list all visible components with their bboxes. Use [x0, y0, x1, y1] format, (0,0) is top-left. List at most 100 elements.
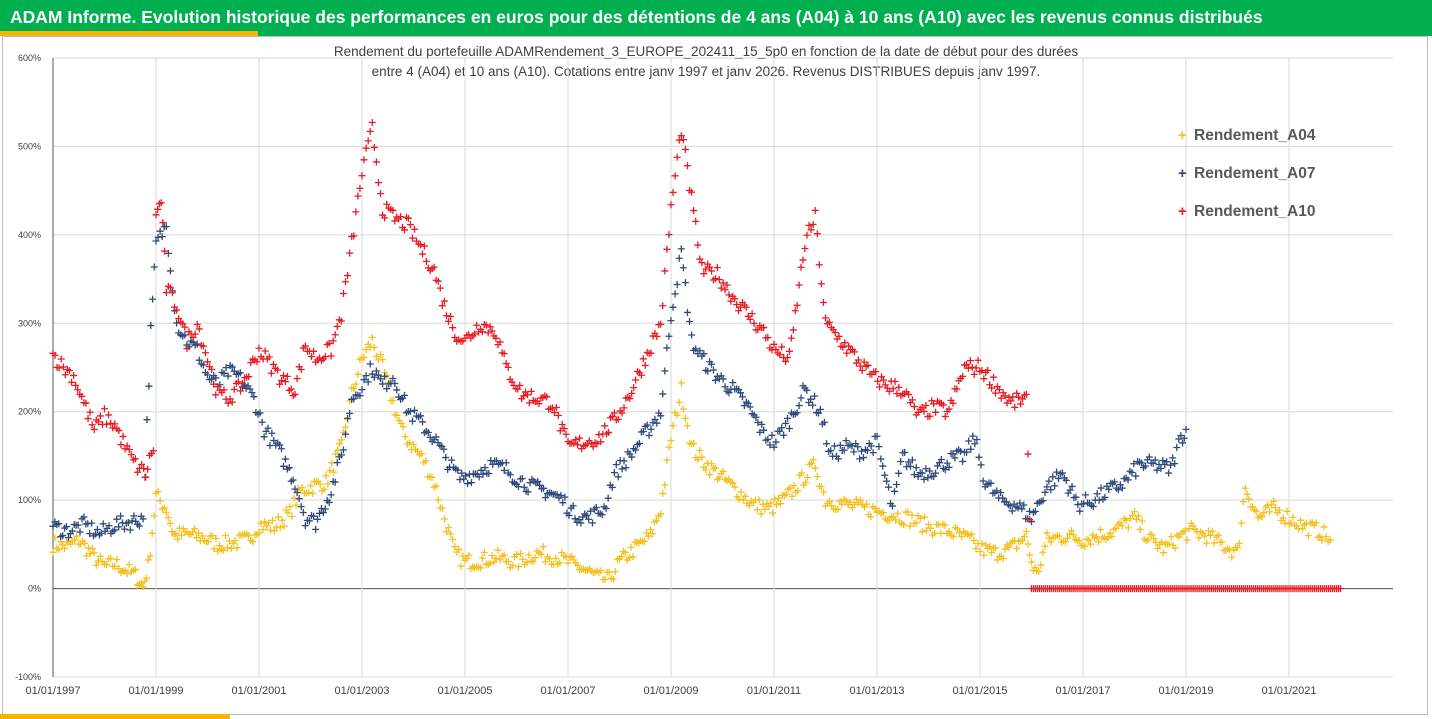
rendement-a04-point	[61, 544, 69, 552]
rendement-a10-point	[556, 427, 564, 435]
rendement-a10-point	[698, 259, 706, 267]
rendement-a04-point	[288, 513, 296, 521]
rendement-a07-point	[926, 467, 934, 475]
rendement-a04-point	[330, 468, 338, 476]
rendement-a07-point	[291, 485, 299, 493]
rendement-a04-point	[529, 558, 537, 566]
rendement-a10-point	[496, 338, 504, 346]
rendement-a04-point	[545, 555, 553, 563]
rendement-a10-point	[471, 330, 479, 338]
rendement-a07-point	[1179, 439, 1187, 447]
rendement-a07-point	[1093, 490, 1101, 498]
rendement-a07-point	[278, 445, 286, 453]
rendement-a10-point	[667, 201, 675, 209]
rendement-a07-point	[1180, 434, 1188, 442]
rendement-a04-point	[307, 482, 314, 490]
rendement-a10-point	[70, 371, 78, 379]
rendement-a04-point	[513, 550, 520, 558]
rendement-a04-point	[269, 516, 277, 524]
rendement-a07-point	[622, 464, 630, 472]
rendement-a04-point	[166, 519, 174, 527]
rendement-a10-point	[210, 380, 218, 388]
rendement-a10-point	[419, 250, 427, 258]
rendement-a04-point	[278, 516, 286, 524]
rendement-a10-point	[422, 257, 430, 265]
rendement-a10-point	[841, 339, 849, 347]
rendement-a10-point	[502, 360, 510, 368]
rendement-a10-point	[688, 188, 696, 196]
rendement-a07-point	[975, 453, 983, 461]
rendement-a07-point	[820, 418, 828, 426]
rendement-a07-point	[312, 525, 320, 533]
rendement-a04-point	[198, 532, 206, 540]
rendement-a07-point	[1031, 507, 1039, 515]
rendement-a10-point	[995, 386, 1003, 394]
rendement-a07-point	[809, 401, 817, 409]
rendement-a07-point	[502, 459, 510, 467]
rendement-a07-point	[793, 409, 801, 417]
rendement-a10-point	[988, 384, 996, 392]
rendement-a07-point	[669, 303, 677, 311]
rendement-a07-point	[195, 356, 203, 364]
rendement-a07-point	[696, 347, 704, 355]
rendement-a04-point	[988, 549, 996, 557]
rendement-a10-point	[997, 394, 1005, 402]
rendement-a04-point	[621, 549, 629, 556]
rendement-a10-point	[255, 344, 263, 352]
rendement-a04-point	[276, 524, 284, 532]
rendement-a10-point	[166, 284, 174, 292]
rendement-a04-point	[1154, 545, 1162, 553]
rendement-a10-point	[793, 301, 801, 309]
rendement-a07-point	[610, 469, 618, 477]
rendement-a07-point	[1167, 461, 1175, 469]
rendement-a07-point	[910, 471, 918, 479]
rendement-a07-point	[1089, 502, 1097, 510]
rendement-a04-point	[731, 483, 739, 491]
rendement-a10-point	[520, 392, 528, 400]
rendement-a04-point	[677, 379, 685, 387]
rendement-a10-point	[809, 220, 817, 228]
rendement-a04-point	[667, 437, 675, 445]
rendement-a10-point	[152, 211, 160, 219]
rendement-a10-point	[797, 263, 805, 271]
rendement-a04-point	[265, 519, 273, 527]
rendement-a10-point	[1011, 403, 1019, 411]
rendement-a04-point	[916, 514, 924, 522]
rendement-a07-point	[1171, 460, 1179, 468]
rendement-a10-point	[183, 345, 191, 353]
rendement-a10-point	[265, 353, 273, 361]
rendement-a07-point	[1076, 507, 1084, 515]
rendement-a04-point	[208, 532, 216, 540]
rendement-a10-point	[96, 412, 104, 420]
rendement-a07-point	[1043, 483, 1051, 491]
rendement-a04-point	[86, 550, 94, 558]
rendement-a04-point	[1075, 536, 1083, 544]
rendement-a04-point	[556, 559, 564, 567]
rendement-a07-point	[424, 428, 432, 436]
rendement-a10-point	[354, 192, 362, 200]
rendement-a04-point	[337, 436, 345, 444]
rendement-a10-point	[154, 205, 162, 213]
rendement-a07-point	[977, 461, 985, 469]
rendement-a10-point	[234, 378, 242, 386]
rendement-a04-point	[227, 544, 235, 552]
rendement-a04-point	[1185, 525, 1193, 533]
rendement-a04-point	[1235, 539, 1243, 547]
rendement-a07-point	[152, 237, 160, 245]
rendement-a10-point	[858, 367, 866, 375]
rendement-a04-point	[500, 551, 508, 559]
rendement-a07-point	[797, 394, 805, 402]
rendement-a07-point	[149, 295, 157, 303]
rendement-a10-point	[291, 390, 299, 398]
rendement-a10-point	[269, 360, 277, 368]
rendement-a04-point	[399, 423, 407, 431]
rendement-a04-point	[478, 554, 486, 562]
rendement-a07-point	[661, 367, 669, 375]
rendement-a10-point	[364, 137, 372, 145]
rendement-a04-point	[194, 529, 202, 537]
rendement-a04-point	[113, 556, 121, 564]
rendement-a04-point	[767, 499, 775, 507]
rendement-a04-point	[817, 482, 825, 490]
rendement-a07-point	[770, 443, 778, 451]
rendement-a07-point	[780, 431, 788, 439]
